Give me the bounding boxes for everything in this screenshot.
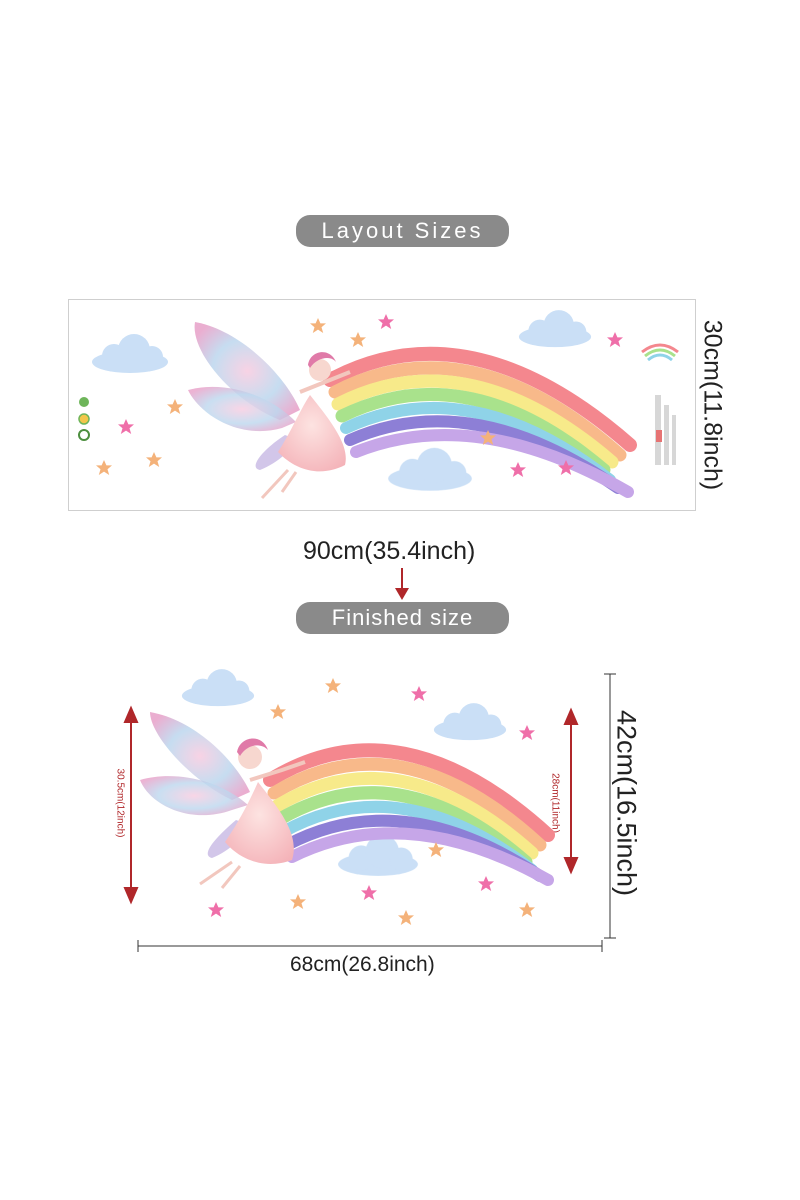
dimension-lines	[137, 673, 616, 952]
small-badges-icon	[78, 397, 90, 441]
down-arrow-icon	[395, 568, 409, 600]
finished-size-pill: Finished size	[296, 602, 509, 634]
layout-width-label: 90cm(35.4inch)	[303, 537, 476, 565]
layout-sizes-pill: Layout Sizes	[296, 215, 509, 247]
rainbow-height-arrow-icon	[563, 707, 579, 875]
fairy-height-arrow-icon	[123, 705, 139, 905]
rainbow-icon	[323, 346, 637, 498]
fairy-icon	[140, 712, 306, 889]
instruction-block-icon	[641, 343, 679, 465]
finished-artwork	[140, 669, 555, 925]
layout-artwork	[78, 310, 679, 500]
finished-width-label: 68cm(26.8inch)	[290, 953, 435, 976]
fairy-icon	[188, 322, 351, 500]
